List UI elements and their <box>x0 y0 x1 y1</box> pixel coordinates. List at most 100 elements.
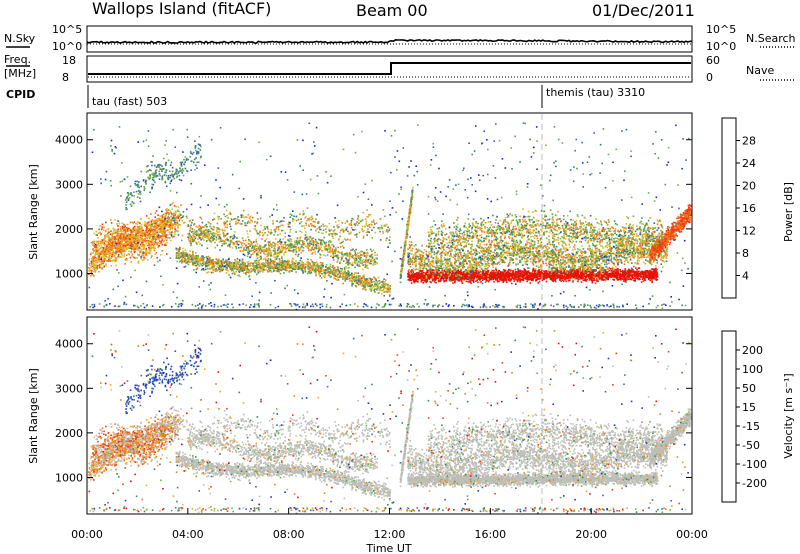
power-cell <box>314 225 316 228</box>
power-cell <box>244 267 246 270</box>
power-cell <box>151 243 154 246</box>
power-cell <box>117 228 120 231</box>
power-cell <box>170 231 173 234</box>
power-cell <box>242 209 245 212</box>
power-cell <box>176 170 179 172</box>
power-cell <box>193 158 196 161</box>
power-cell <box>164 237 166 240</box>
power-cell <box>370 223 372 226</box>
power-cell <box>257 246 260 249</box>
power-cell <box>345 267 348 269</box>
power-cell <box>296 240 299 243</box>
power-cell <box>164 222 166 225</box>
power-cell <box>276 267 278 270</box>
power-cell <box>217 264 220 266</box>
power-cell <box>367 260 370 263</box>
power-cell <box>146 231 149 233</box>
power-cell <box>92 273 94 276</box>
power-cell <box>321 262 324 264</box>
power-cell <box>158 235 161 237</box>
power-cell <box>153 175 156 178</box>
power-cell <box>258 250 261 252</box>
power-cell <box>255 240 258 243</box>
power-cell <box>244 272 247 274</box>
power-cell <box>357 272 360 274</box>
power-cell <box>142 231 144 234</box>
power-cell <box>358 277 360 280</box>
power-cell <box>316 261 318 263</box>
power-cell <box>116 223 118 225</box>
power-cell <box>366 280 369 282</box>
power-cell <box>388 239 391 241</box>
power-cell <box>138 186 140 189</box>
power-cell <box>311 266 313 269</box>
power-cell <box>111 236 114 238</box>
power-cell <box>195 164 197 167</box>
power-cell <box>308 242 311 244</box>
power-cell <box>356 278 359 281</box>
power-cell <box>167 218 169 221</box>
power-cell <box>250 255 252 258</box>
power-cell <box>383 283 385 285</box>
power-cell <box>279 242 281 244</box>
power-cell <box>124 248 126 250</box>
power-cell <box>110 238 113 240</box>
power-cell <box>143 189 145 191</box>
power-cell <box>169 170 171 173</box>
power-cell <box>259 217 262 220</box>
power-cell <box>146 226 148 228</box>
power-cell <box>148 220 151 223</box>
power-cell <box>272 262 274 264</box>
power-cell <box>109 242 112 245</box>
power-cell <box>325 248 327 250</box>
power-cell <box>112 237 115 239</box>
power-cell <box>280 262 283 265</box>
power-cell <box>314 271 317 274</box>
power-cell <box>258 265 260 268</box>
power-cell <box>154 229 156 231</box>
power-cell <box>377 287 380 289</box>
power-cell <box>279 233 281 235</box>
power-cell <box>385 239 387 242</box>
power-cell <box>101 241 104 243</box>
power-cell <box>375 222 378 224</box>
power-cell <box>137 221 140 224</box>
power-cell <box>303 243 306 246</box>
power-cell <box>260 255 262 258</box>
power-cell <box>357 252 359 254</box>
power-cell <box>333 250 336 252</box>
power-cell <box>334 234 336 236</box>
power-cell <box>358 265 361 267</box>
power-cell <box>173 219 175 222</box>
power-cell <box>114 253 117 256</box>
power-cell <box>237 261 239 264</box>
power-cell <box>365 278 368 280</box>
power-cell <box>295 251 298 253</box>
power-cell <box>125 254 128 256</box>
power-cell <box>189 258 191 261</box>
power-cell <box>281 251 283 253</box>
power-cell <box>371 284 374 286</box>
power-cell <box>193 262 196 264</box>
power-cell <box>365 279 368 282</box>
power-cell <box>123 229 125 231</box>
power-cell <box>164 220 167 222</box>
power-cell <box>355 234 357 236</box>
power-cell <box>276 257 278 259</box>
power-cell <box>272 249 275 252</box>
power-cell <box>147 235 149 238</box>
power-cell <box>367 282 370 285</box>
power-cell <box>181 168 184 170</box>
power-cell <box>345 239 347 241</box>
power-cell <box>243 254 246 257</box>
power-cell <box>233 273 236 275</box>
power-cell <box>236 274 239 277</box>
power-cell <box>214 261 216 263</box>
power-cell <box>129 238 131 241</box>
power-cell <box>269 269 271 272</box>
power-cell <box>133 241 136 243</box>
power-cell <box>330 228 333 231</box>
power-cell <box>266 269 269 272</box>
power-cell <box>278 267 281 269</box>
power-cell <box>325 228 327 230</box>
